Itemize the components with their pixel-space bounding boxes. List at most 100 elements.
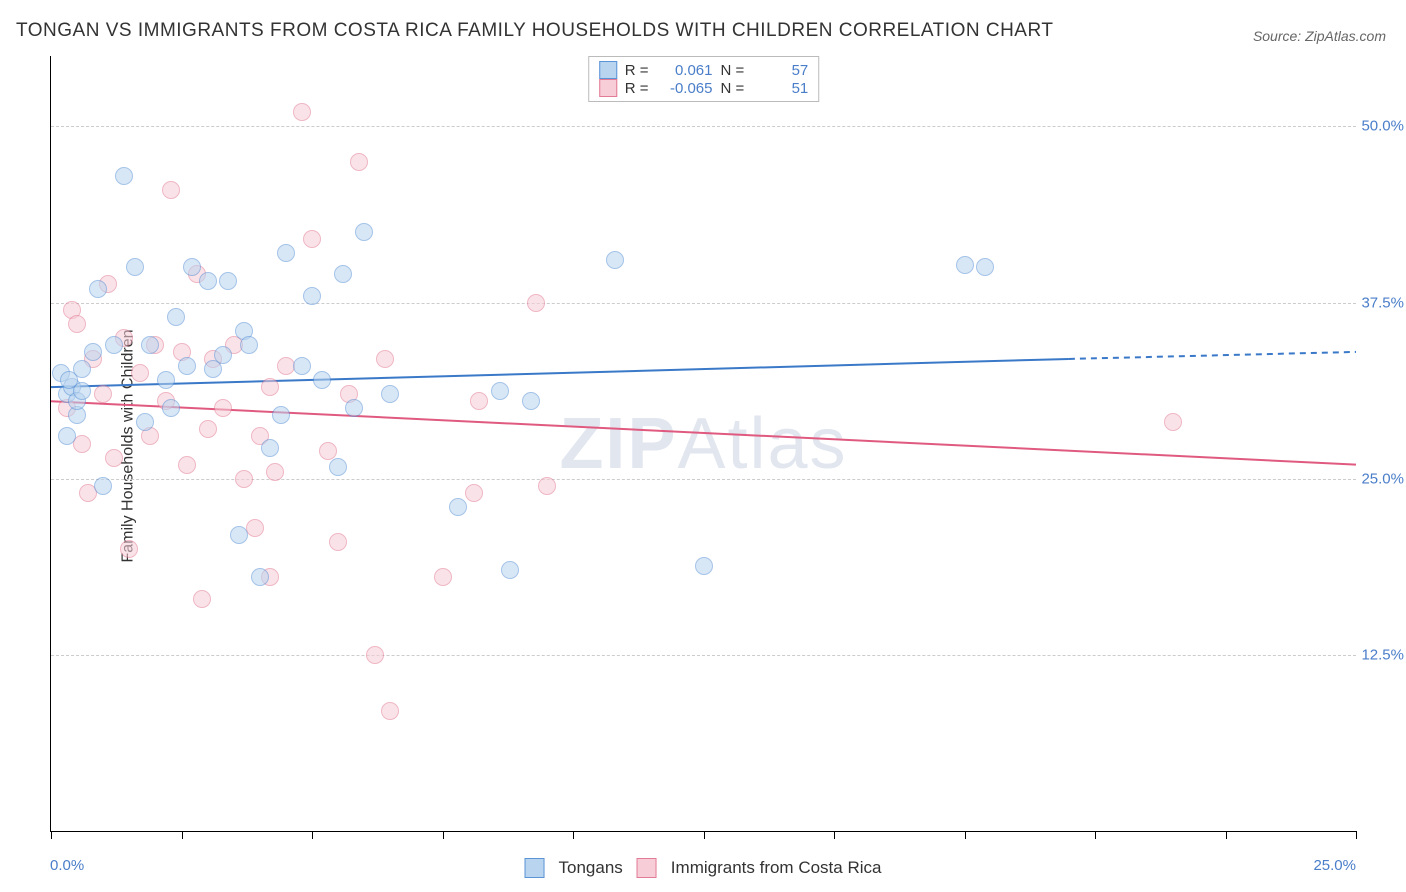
scatter-point-blue (303, 287, 321, 305)
legend-swatch-pink (637, 858, 657, 878)
scatter-point-blue (293, 357, 311, 375)
legend-swatch-pink (599, 79, 617, 97)
n-label: N = (721, 62, 745, 79)
scatter-point-pink (178, 456, 196, 474)
scatter-point-pink (366, 646, 384, 664)
x-tick (1356, 831, 1357, 839)
scatter-point-pink (376, 350, 394, 368)
scatter-point-blue (272, 406, 290, 424)
x-axis-first-label: 0.0% (50, 857, 84, 874)
scatter-point-blue (94, 477, 112, 495)
scatter-point-blue (136, 413, 154, 431)
scatter-point-pink (131, 364, 149, 382)
scatter-point-blue (491, 382, 509, 400)
chart-title: TONGAN VS IMMIGRANTS FROM COSTA RICA FAM… (16, 20, 1053, 42)
trend-lines-layer (51, 56, 1356, 831)
gridline (51, 655, 1356, 656)
x-tick (51, 831, 52, 839)
scatter-point-blue (89, 280, 107, 298)
gridline (51, 126, 1356, 127)
trend-line (51, 401, 1356, 464)
scatter-point-blue (240, 336, 258, 354)
legend-swatch-blue (525, 858, 545, 878)
legend-swatch-blue (599, 61, 617, 79)
x-tick (443, 831, 444, 839)
scatter-point-blue (84, 343, 102, 361)
n-value-blue: 57 (752, 62, 808, 79)
scatter-point-blue (449, 498, 467, 516)
scatter-point-blue (230, 526, 248, 544)
legend-row-blue: R = 0.061 N = 57 (599, 61, 809, 79)
y-tick-label: 25.0% (1361, 470, 1404, 487)
r-label: R = (625, 62, 649, 79)
scatter-point-pink (1164, 413, 1182, 431)
scatter-point-pink (527, 294, 545, 312)
scatter-point-pink (162, 181, 180, 199)
scatter-point-blue (355, 223, 373, 241)
scatter-point-pink (293, 103, 311, 121)
scatter-point-blue (73, 360, 91, 378)
trend-line (1069, 352, 1356, 359)
x-tick (965, 831, 966, 839)
gridline (51, 303, 1356, 304)
scatter-point-blue (58, 427, 76, 445)
watermark-bold: ZIP (559, 404, 677, 484)
plot-area: ZIPAtlas R = 0.061 N = 57 R = -0.065 N =… (50, 56, 1356, 832)
scatter-point-pink (73, 435, 91, 453)
x-tick (573, 831, 574, 839)
trend-line (51, 359, 1069, 387)
scatter-point-blue (167, 308, 185, 326)
r-label: R = (625, 80, 649, 97)
scatter-point-blue (606, 251, 624, 269)
x-tick (182, 831, 183, 839)
watermark-thin: Atlas (677, 404, 847, 484)
r-value-blue: 0.061 (657, 62, 713, 79)
scatter-point-pink (465, 484, 483, 502)
scatter-point-pink (266, 463, 284, 481)
scatter-point-blue (214, 346, 232, 364)
scatter-point-blue (381, 385, 399, 403)
scatter-point-blue (126, 258, 144, 276)
x-axis-last-label: 25.0% (1313, 857, 1356, 874)
scatter-point-pink (538, 477, 556, 495)
y-tick-label: 50.0% (1361, 118, 1404, 135)
scatter-point-pink (329, 533, 347, 551)
scatter-point-blue (141, 336, 159, 354)
scatter-point-blue (183, 258, 201, 276)
n-label: N = (721, 80, 745, 97)
scatter-point-pink (246, 519, 264, 537)
scatter-point-blue (329, 458, 347, 476)
r-value-pink: -0.065 (657, 80, 713, 97)
scatter-point-pink (199, 420, 217, 438)
scatter-point-pink (193, 590, 211, 608)
legend-row-pink: R = -0.065 N = 51 (599, 79, 809, 97)
x-tick (1095, 831, 1096, 839)
scatter-point-blue (956, 256, 974, 274)
x-tick (312, 831, 313, 839)
scatter-point-blue (345, 399, 363, 417)
scatter-point-blue (219, 272, 237, 290)
scatter-point-pink (470, 392, 488, 410)
scatter-point-pink (319, 442, 337, 460)
scatter-point-pink (94, 385, 112, 403)
scatter-point-blue (162, 399, 180, 417)
scatter-point-pink (261, 378, 279, 396)
x-tick (834, 831, 835, 839)
scatter-point-blue (261, 439, 279, 457)
scatter-point-pink (120, 540, 138, 558)
scatter-point-blue (178, 357, 196, 375)
scatter-point-blue (157, 371, 175, 389)
scatter-point-pink (235, 470, 253, 488)
scatter-point-pink (214, 399, 232, 417)
scatter-point-blue (313, 371, 331, 389)
scatter-point-blue (277, 244, 295, 262)
scatter-point-pink (68, 315, 86, 333)
scatter-point-pink (350, 153, 368, 171)
x-tick (1226, 831, 1227, 839)
x-tick (704, 831, 705, 839)
scatter-point-pink (105, 449, 123, 467)
y-tick-label: 12.5% (1361, 646, 1404, 663)
scatter-point-pink (303, 230, 321, 248)
scatter-point-blue (334, 265, 352, 283)
n-value-pink: 51 (752, 80, 808, 97)
